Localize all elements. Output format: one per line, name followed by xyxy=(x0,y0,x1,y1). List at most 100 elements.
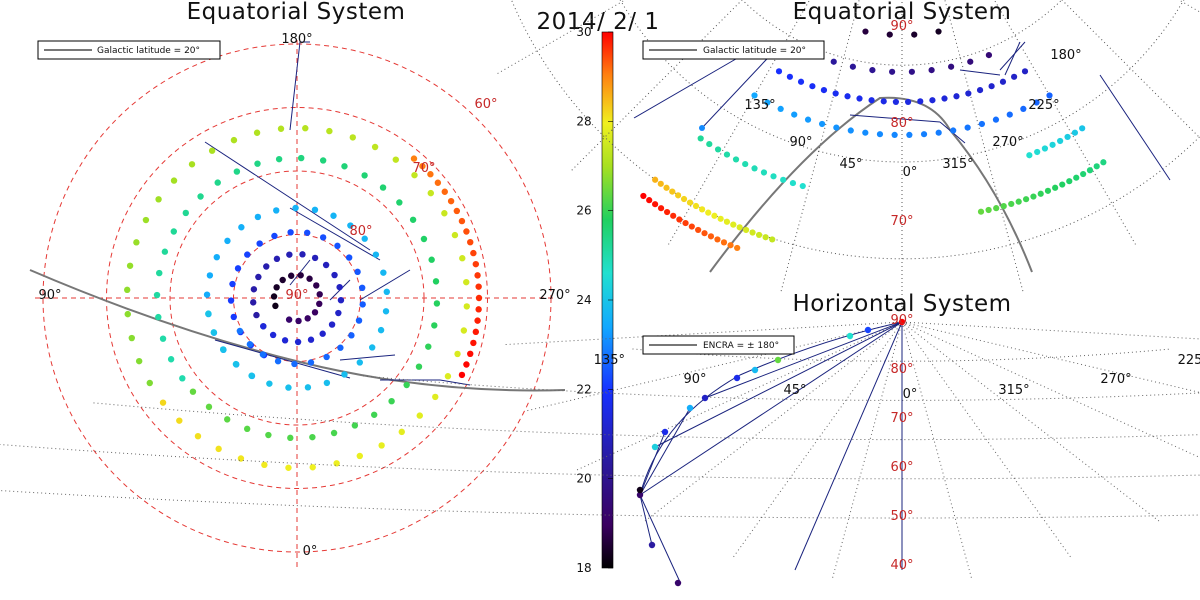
left-data-point xyxy=(338,297,344,303)
left-data-point xyxy=(428,190,434,196)
left-data-point xyxy=(433,278,439,284)
left-dec-90-label: 90° xyxy=(285,288,308,303)
rt-data-point xyxy=(905,99,911,105)
rb-alt-60-label: 60° xyxy=(890,460,913,475)
rb-alt-arc xyxy=(0,430,1200,479)
left-data-point xyxy=(302,125,308,131)
left-data-point xyxy=(461,327,467,333)
left-data-point xyxy=(211,329,217,335)
left-data-point xyxy=(272,303,278,309)
left-data-point xyxy=(255,214,261,220)
rb-alt-80-label: 80° xyxy=(890,362,913,377)
left-data-point xyxy=(292,205,298,211)
left-data-point xyxy=(231,137,237,143)
rt-data-point xyxy=(791,112,797,118)
left-data-point xyxy=(234,168,240,174)
left-data-point xyxy=(127,263,133,269)
colorbar-tick-label: 26 xyxy=(576,204,591,218)
rt-data-point xyxy=(1059,181,1065,187)
left-data-point xyxy=(147,380,153,386)
rt-data-point xyxy=(733,156,739,162)
left-data-point xyxy=(341,163,347,169)
left-data-point xyxy=(271,293,277,299)
left-data-point xyxy=(475,306,481,312)
left-data-point xyxy=(263,263,269,269)
rt-data-point xyxy=(819,121,825,127)
left-data-point xyxy=(297,272,303,278)
left-data-point xyxy=(215,179,221,185)
rt-data-point xyxy=(929,67,935,73)
rt-data-point xyxy=(1066,178,1072,184)
left-data-point xyxy=(288,273,294,279)
left-data-point xyxy=(162,249,168,255)
rt-connector-line xyxy=(1005,42,1020,75)
left-data-point xyxy=(421,236,427,242)
rt-data-point xyxy=(763,234,769,240)
left-data-point xyxy=(448,198,454,204)
left-polar-grid xyxy=(30,40,565,570)
left-ra-180-label: 180° xyxy=(281,32,312,47)
left-data-point xyxy=(156,270,162,276)
left-data-point xyxy=(380,184,386,190)
right-bottom-lines xyxy=(640,322,902,582)
left-data-point xyxy=(286,316,292,322)
rt-data-point xyxy=(676,216,682,222)
left-data-point xyxy=(237,328,243,334)
rt-data-point xyxy=(986,207,992,213)
left-data-point xyxy=(253,312,259,318)
rt-data-point xyxy=(833,125,839,131)
left-data-point xyxy=(361,172,367,178)
left-data-point xyxy=(434,300,440,306)
left-data-point xyxy=(235,265,241,271)
rt-ra-spoke xyxy=(994,0,1200,172)
left-data-point xyxy=(285,384,291,390)
left-data-point xyxy=(459,255,465,261)
rb-data-point xyxy=(649,542,655,548)
left-data-point xyxy=(133,239,139,245)
rt-data-point xyxy=(893,99,899,105)
rt-data-point xyxy=(670,213,676,219)
left-data-point xyxy=(459,372,465,378)
left-data-point xyxy=(171,177,177,183)
left-data-point xyxy=(474,272,480,278)
rt-data-point xyxy=(687,199,693,205)
rt-data-point xyxy=(652,201,658,207)
rt-data-point xyxy=(877,131,883,137)
rt-data-point xyxy=(778,106,784,112)
left-data-point xyxy=(317,291,323,297)
rt-data-point xyxy=(790,180,796,186)
left-data-point xyxy=(233,361,239,367)
left-data-point xyxy=(319,331,325,337)
rt-data-point xyxy=(749,229,755,235)
rt-data-point xyxy=(1052,185,1058,191)
rt-data-point xyxy=(917,98,923,104)
rt-ra-315-label: 315° xyxy=(942,157,973,172)
rt-data-point xyxy=(658,181,664,187)
rt-data-point xyxy=(1042,145,1048,151)
left-data-point xyxy=(308,359,314,365)
rb-az-45-label: 45° xyxy=(783,383,806,398)
left-data-point xyxy=(248,373,254,379)
left-data-point xyxy=(254,130,260,136)
rt-data-point xyxy=(1045,188,1051,194)
left-data-point xyxy=(335,310,341,316)
left-data-point xyxy=(330,213,336,219)
left-data-point xyxy=(304,230,310,236)
left-data-point xyxy=(380,269,386,275)
rt-dec-70-label: 70° xyxy=(890,214,913,229)
left-data-point xyxy=(323,262,329,268)
left-data-point xyxy=(393,156,399,162)
left-data-point xyxy=(287,435,293,441)
rt-ra-spoke xyxy=(1015,0,1200,75)
rt-data-point xyxy=(761,169,767,175)
left-data-point xyxy=(287,229,293,235)
left-dec-80-label: 80° xyxy=(349,224,372,239)
rt-data-point xyxy=(831,59,837,65)
right-top-grid xyxy=(495,0,1200,310)
date-label: 2014/ 2/ 1 xyxy=(537,9,660,35)
rb-az-spoke xyxy=(902,322,1200,471)
rb-data-point xyxy=(637,487,643,493)
rb-az-90-label: 90° xyxy=(683,372,706,387)
left-connector-line xyxy=(340,355,395,360)
rt-ra-spoke xyxy=(967,0,1137,247)
